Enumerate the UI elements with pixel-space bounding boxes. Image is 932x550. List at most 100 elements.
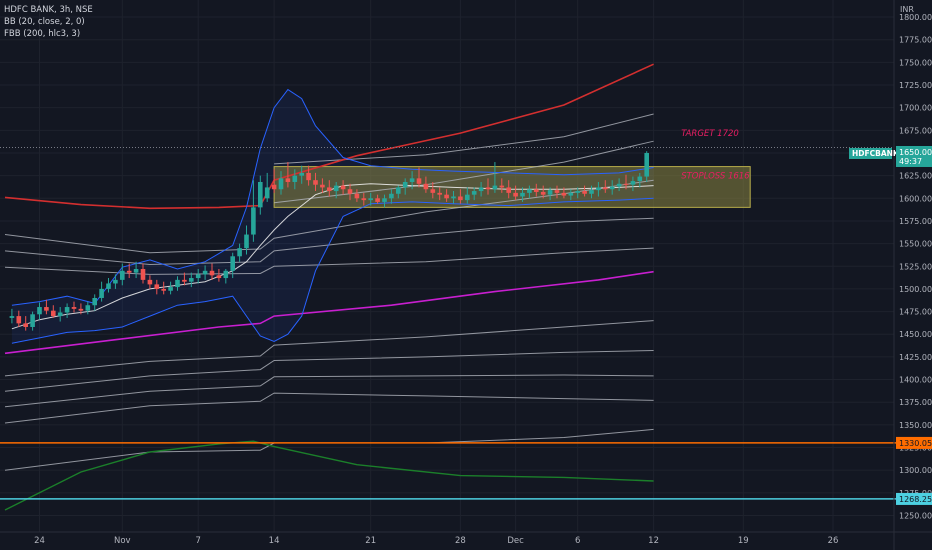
candle xyxy=(637,176,643,182)
candle xyxy=(485,187,491,190)
candle xyxy=(209,270,215,276)
currency-label: INR xyxy=(900,5,914,14)
fbb-lower-band xyxy=(4,247,654,275)
candle xyxy=(444,194,449,199)
candle xyxy=(278,178,284,190)
candle xyxy=(423,183,429,190)
candle xyxy=(389,193,394,199)
legend-bb[interactable]: BB (20, close, 2, 0) xyxy=(4,17,85,27)
fbb-lower xyxy=(4,440,654,511)
candle xyxy=(534,189,539,192)
x-tick-label: 26 xyxy=(828,536,839,546)
x-tick-label: 7 xyxy=(195,536,200,546)
candle xyxy=(51,310,56,317)
candle xyxy=(271,184,277,190)
bb-lower xyxy=(11,197,654,344)
candle xyxy=(499,185,505,188)
y-tick-label: 1250.00 xyxy=(899,511,932,520)
candle xyxy=(623,183,629,185)
candle xyxy=(140,268,146,280)
candle xyxy=(64,307,70,313)
candle xyxy=(409,178,415,182)
candle xyxy=(382,198,387,202)
fbb-lower-band xyxy=(4,374,654,408)
candle xyxy=(465,194,470,201)
candle xyxy=(644,152,649,177)
y-tick-label: 1775.00 xyxy=(899,36,932,45)
y-tick-label: 1725.00 xyxy=(899,81,932,90)
candle xyxy=(603,187,608,190)
candle xyxy=(133,268,139,273)
y-tick-label: 1600.00 xyxy=(899,194,932,203)
price-tag-value: 1650.00 xyxy=(899,148,932,157)
candle xyxy=(492,185,498,190)
candle xyxy=(340,185,346,190)
candle xyxy=(78,308,84,311)
legend-fbb[interactable]: FBB (200, hlc3, 3) xyxy=(4,29,81,39)
x-tick-label: 19 xyxy=(738,536,749,546)
candle xyxy=(85,305,91,311)
fbb-basis xyxy=(4,270,654,355)
y-tick-label: 1675.00 xyxy=(899,126,932,135)
candle xyxy=(299,172,304,176)
candle xyxy=(361,198,367,201)
y-tick-label: 1425.00 xyxy=(899,353,932,362)
candle xyxy=(554,190,560,193)
candle xyxy=(182,279,187,282)
y-tick-label: 1700.00 xyxy=(899,104,932,113)
candle xyxy=(189,278,194,282)
candle xyxy=(589,190,594,194)
x-tick-label: Dec xyxy=(507,536,524,546)
price-tag-countdown: 49:37 xyxy=(899,157,922,166)
y-tick-label: 1525.00 xyxy=(899,262,932,271)
candle xyxy=(251,207,256,235)
candle xyxy=(575,191,580,193)
candle xyxy=(368,198,373,201)
candle xyxy=(561,192,567,196)
y-tick-label: 1550.00 xyxy=(899,240,932,249)
candle xyxy=(223,270,229,279)
candle xyxy=(458,196,463,201)
candle xyxy=(396,187,401,194)
x-tick-label: 12 xyxy=(648,536,659,546)
candle xyxy=(568,192,574,196)
candle xyxy=(630,181,636,185)
x-tick-label: 14 xyxy=(269,536,280,546)
candle xyxy=(513,192,518,197)
chart-legend: HDFC BANK, 3h, NSE BB (20, close, 2, 0) … xyxy=(4,4,93,40)
candle xyxy=(92,297,97,306)
candle xyxy=(126,270,132,273)
chart-annotation: TARGET 1720 xyxy=(681,129,739,139)
bb-fill xyxy=(11,89,654,344)
candle xyxy=(347,189,353,194)
y-tick-label: 1625.00 xyxy=(899,172,932,181)
candle xyxy=(547,190,553,195)
candle xyxy=(416,178,422,184)
candle xyxy=(161,288,166,291)
candle xyxy=(195,274,201,279)
level-tag-label: 1330.05 xyxy=(899,439,932,448)
candle xyxy=(216,275,222,279)
y-tick-label: 1450.00 xyxy=(899,330,932,339)
level-tag xyxy=(896,492,932,505)
candle xyxy=(154,284,160,289)
x-tick-label: 21 xyxy=(365,536,376,546)
candle xyxy=(292,175,298,182)
legend-symbol[interactable]: HDFC BANK, 3h, NSE xyxy=(4,5,93,15)
candle xyxy=(258,181,263,208)
candle xyxy=(16,316,22,324)
candle xyxy=(237,248,242,257)
x-tick-label: Nov xyxy=(114,536,131,546)
candle xyxy=(57,312,63,317)
x-tick-label: 28 xyxy=(455,536,466,546)
candle xyxy=(582,191,587,194)
candle xyxy=(147,279,153,285)
y-tick-label: 1300.00 xyxy=(899,466,932,475)
candle xyxy=(44,307,49,311)
y-tick-label: 1575.00 xyxy=(899,217,932,226)
fbb-upper-band xyxy=(4,217,654,266)
candle xyxy=(609,186,615,190)
y-tick-label: 1375.00 xyxy=(899,398,932,407)
candle xyxy=(99,288,104,298)
